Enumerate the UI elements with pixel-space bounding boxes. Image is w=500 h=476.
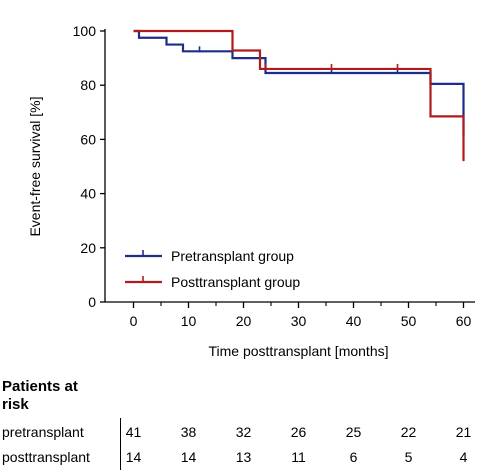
y-tick-label: 80	[80, 77, 96, 93]
km-chart: 0 20 40 60 80 100 0 10 20 30 40 50 60 Event-free surv…	[27, 23, 475, 359]
risk-cell: 41	[125, 424, 142, 440]
risk-heading-line1: Patients at	[2, 378, 78, 395]
risk-row-label-pretransplant: pretransplant	[2, 424, 84, 440]
x-tick-label: 60	[456, 313, 472, 329]
series-line-posttransplant	[133, 29, 465, 162]
y-tick-label: 60	[80, 131, 96, 147]
risk-cell: 32	[235, 424, 252, 440]
series-line-pretransplant	[133, 29, 465, 137]
risk-cell: 11	[291, 449, 306, 465]
risk-row-label-posttransplant: posttransplant	[2, 449, 90, 465]
legend-label: Posttransplant group	[171, 274, 300, 290]
risk-cell: 22	[400, 424, 417, 440]
y-axis-label: Event-free survival [%]	[27, 96, 43, 236]
y-tick-label: 40	[80, 186, 96, 202]
risk-cell: 6	[349, 449, 358, 465]
x-tick-label: 0	[130, 313, 138, 329]
y-tick-label: 100	[73, 23, 97, 39]
risk-cell: 14	[180, 449, 197, 465]
risk-table-heading: Patients at risk	[2, 378, 78, 414]
x-tick-label: 10	[181, 313, 197, 329]
risk-cell: 38	[180, 424, 197, 440]
risk-heading-line2: risk	[2, 396, 29, 413]
x-tick-label: 30	[291, 313, 307, 329]
risk-cell: 25	[345, 424, 362, 440]
risk-cell: 21	[455, 424, 472, 440]
x-tick-label: 20	[236, 313, 252, 329]
risk-cell: 26	[290, 424, 307, 440]
x-tick-label: 50	[401, 313, 417, 329]
x-axis-label: Time posttransplant [months]	[208, 343, 388, 359]
legend-label: Pretransplant group	[171, 248, 294, 264]
x-tick-label: 40	[346, 313, 362, 329]
y-tick-label: 20	[80, 240, 96, 256]
risk-cell: 4	[459, 449, 468, 465]
risk-cell: 14	[125, 449, 142, 465]
risk-cell: 5	[404, 449, 413, 465]
risk-cell: 13	[235, 449, 252, 465]
y-tick-label: 0	[88, 294, 96, 310]
risk-table-divider	[120, 418, 121, 470]
